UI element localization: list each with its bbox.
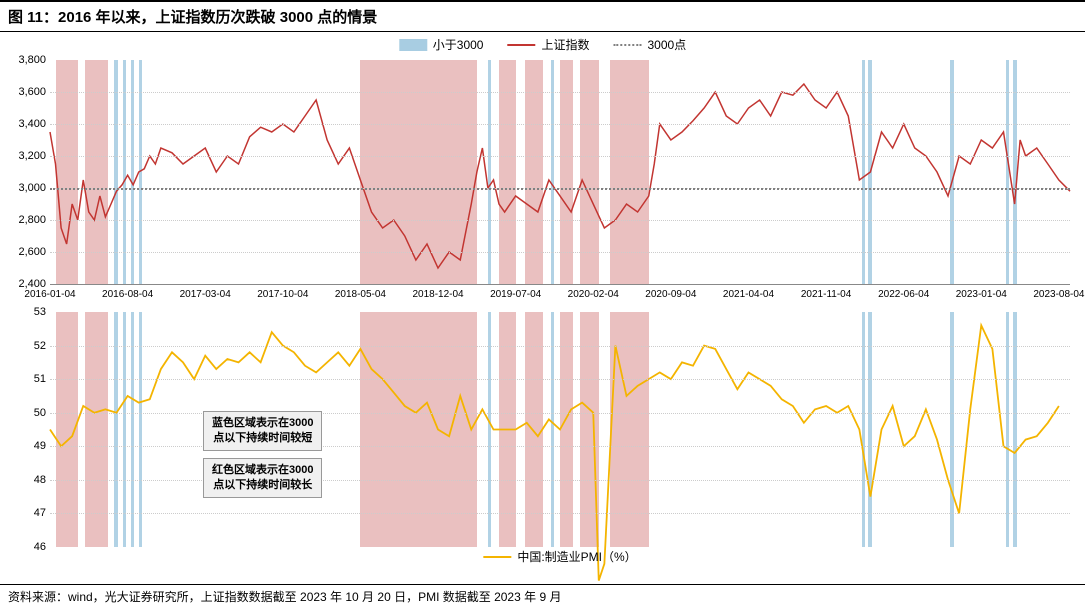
y-tick-label: 46 <box>8 541 46 553</box>
gridline <box>50 252 1070 253</box>
y-tick-label: 3,800 <box>8 54 46 66</box>
y-tick-label: 2,800 <box>8 214 46 226</box>
top-panel: 2,4002,6002,8003,0003,2003,4003,6003,800… <box>50 60 1070 305</box>
legend-top: 小于3000 上证指数 3000点 <box>399 36 686 53</box>
x-tick-label: 2023-01-04 <box>956 289 1007 300</box>
legend-label: 中国:制造业PMI（%） <box>517 548 636 565</box>
gridline <box>50 513 1070 514</box>
legend-label: 小于3000 <box>433 36 484 53</box>
legend-bottom: 中国:制造业PMI（%） <box>483 548 636 565</box>
gridline <box>50 156 1070 157</box>
legend-item-ref: 3000点 <box>614 36 687 53</box>
x-tick-label: 2018-05-04 <box>335 289 386 300</box>
x-tick-label: 2019-07-04 <box>490 289 541 300</box>
y-tick-label: 3,400 <box>8 118 46 130</box>
y-tick-label: 52 <box>8 340 46 352</box>
gridline <box>50 346 1070 347</box>
annotation-box: 蓝色区域表示在3000点以下持续时间较短 <box>203 411 322 452</box>
y-tick-label: 3,000 <box>8 182 46 194</box>
chart-title: 图 11：2016 年以来，上证指数历次跌破 3000 点的情景 <box>0 0 1085 32</box>
legend-swatch <box>399 39 427 51</box>
x-tick-label: 2021-04-04 <box>723 289 774 300</box>
data-series <box>50 84 1070 268</box>
top-series-svg <box>50 60 1070 284</box>
y-tick-label: 50 <box>8 407 46 419</box>
legend-swatch <box>483 556 511 558</box>
x-tick-label: 2016-08-04 <box>102 289 153 300</box>
gridline <box>50 124 1070 125</box>
x-tick-label: 2021-11-04 <box>801 289 851 300</box>
y-tick-label: 3,600 <box>8 86 46 98</box>
legend-item-line: 上证指数 <box>507 36 589 53</box>
gridline <box>50 92 1070 93</box>
data-series <box>50 325 1059 580</box>
x-tick-label: 2017-03-04 <box>180 289 231 300</box>
legend-label: 3000点 <box>648 36 687 53</box>
x-tick-label: 2022-06-04 <box>878 289 929 300</box>
gridline <box>50 220 1070 221</box>
source-text: 资料来源：wind，光大证券研究所，上证指数数据截至 2023 年 10 月 2… <box>0 584 1085 608</box>
annotation-box: 红色区域表示在3000点以下持续时间较长 <box>203 458 322 499</box>
x-tick-label: 2018-12-04 <box>412 289 463 300</box>
legend-label: 上证指数 <box>541 36 589 53</box>
x-tick-label: 2020-02-04 <box>568 289 619 300</box>
legend-swatch <box>507 44 535 46</box>
y-tick-label: 48 <box>8 474 46 486</box>
x-tick-label: 2020-09-04 <box>645 289 696 300</box>
x-tick-label: 2016-01-04 <box>24 289 75 300</box>
reference-line <box>50 188 1070 190</box>
x-tick-label: 2023-08-04 <box>1033 289 1084 300</box>
legend-item-band: 小于3000 <box>399 36 484 53</box>
bottom-panel: 4647484950515253蓝色区域表示在3000点以下持续时间较短红色区域… <box>50 312 1070 567</box>
y-tick-label: 2,600 <box>8 246 46 258</box>
x-tick-label: 2017-10-04 <box>257 289 308 300</box>
y-tick-label: 53 <box>8 306 46 318</box>
y-tick-label: 3,200 <box>8 150 46 162</box>
chart-area: 小于3000 上证指数 3000点 2,4002,6002,8003,0003,… <box>0 32 1085 588</box>
y-tick-label: 51 <box>8 373 46 385</box>
gridline <box>50 379 1070 380</box>
top-plot: 2,4002,6002,8003,0003,2003,4003,6003,800… <box>50 60 1070 285</box>
y-tick-label: 47 <box>8 507 46 519</box>
bottom-plot: 4647484950515253蓝色区域表示在3000点以下持续时间较短红色区域… <box>50 312 1070 547</box>
legend-swatch <box>614 44 642 46</box>
y-tick-label: 49 <box>8 440 46 452</box>
